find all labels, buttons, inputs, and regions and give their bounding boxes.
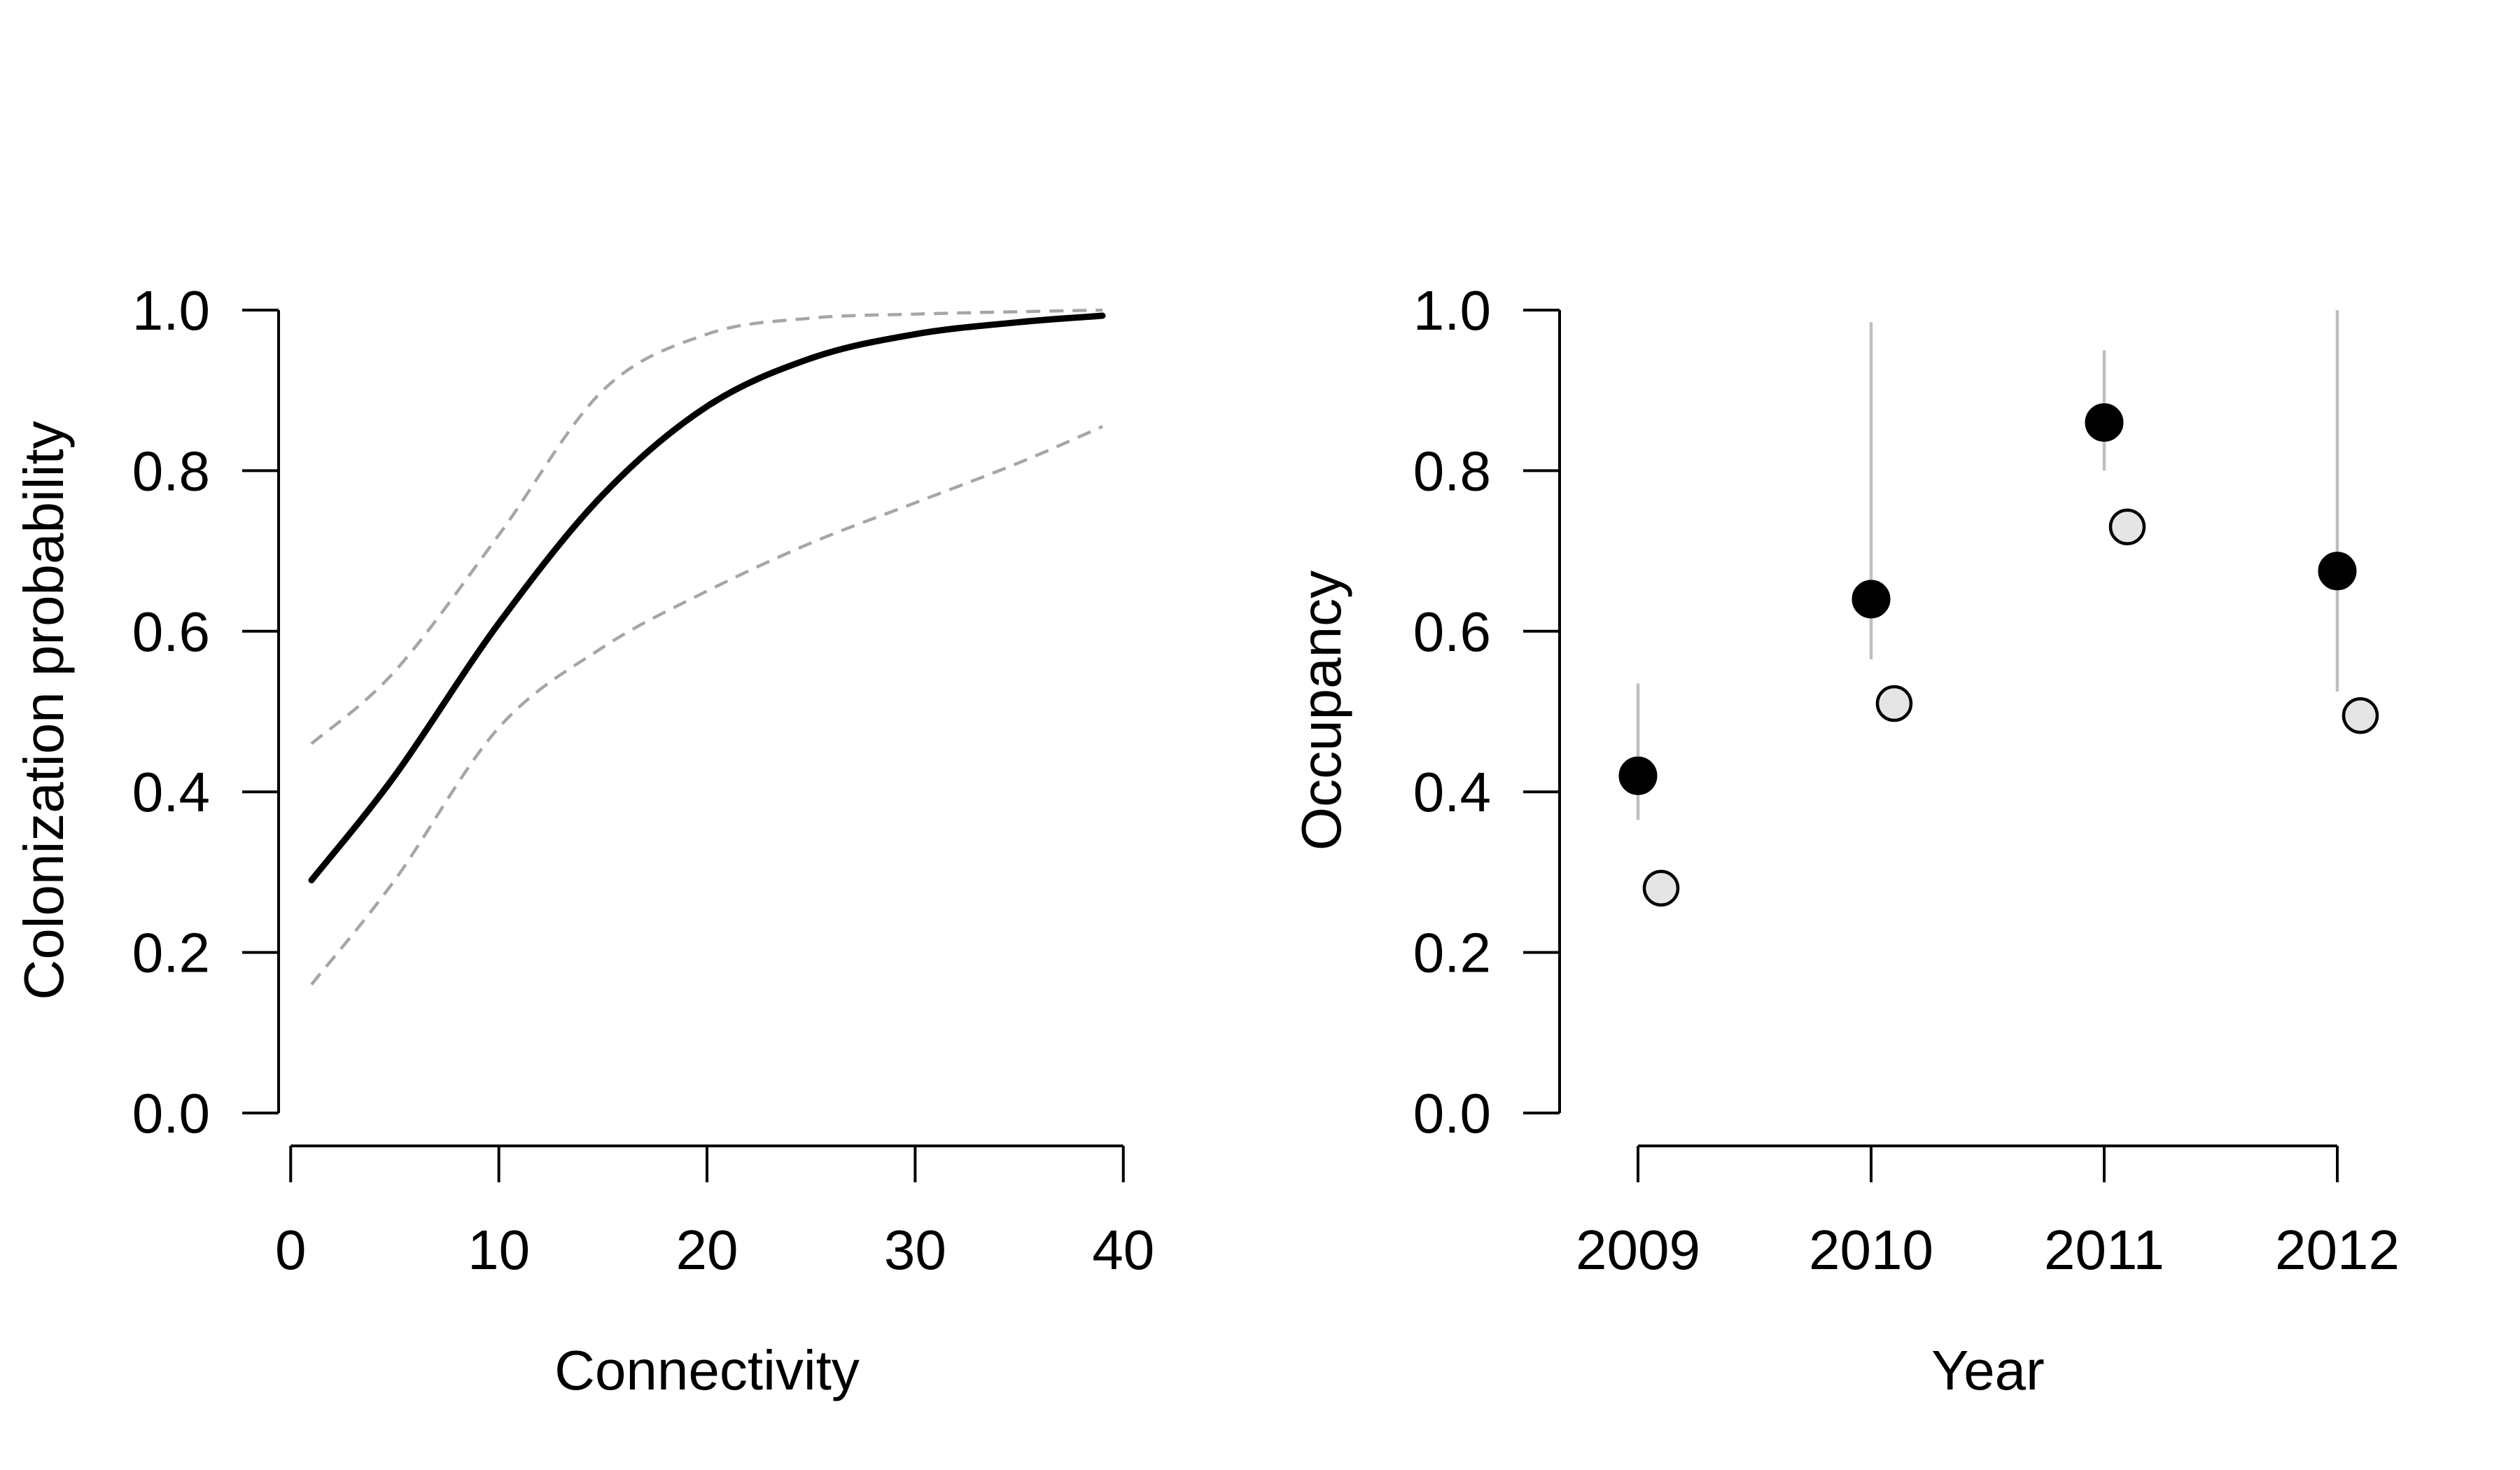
y-tick-label: 0.6 <box>132 601 210 663</box>
x-tick-label: 2012 <box>2275 1219 2400 1281</box>
naive-point-2009 <box>1642 869 1680 907</box>
naive-point-2011 <box>2108 508 2146 545</box>
y-tick-label: 0.6 <box>1413 601 1491 663</box>
y-tick-label: 0.0 <box>132 1082 210 1144</box>
curve-estimate <box>308 312 1106 883</box>
x-tick-label: 40 <box>1092 1219 1154 1281</box>
estimate-point-2011 <box>2085 403 2124 442</box>
curve-lower <box>310 425 1103 986</box>
y-tick-label: 0.4 <box>1413 761 1491 823</box>
x-tick-label: 2009 <box>1576 1219 1700 1281</box>
x-axis-label-year: Year <box>1931 1339 2045 1401</box>
y-tick-label: 0.8 <box>1413 440 1491 502</box>
curve-upper <box>310 308 1103 746</box>
naive-point-2012 <box>2342 696 2379 734</box>
y-tick-label: 0.2 <box>1413 922 1491 984</box>
estimate-point-2012 <box>2318 552 2357 591</box>
estimate-point-2009 <box>1618 756 1658 795</box>
y-tick-label: 1.0 <box>1413 279 1491 342</box>
colonization-axes: 0.0 0.2 0.4 0.6 0.8 1.0 0 10 20 30 40 <box>132 279 1154 1281</box>
naive-point-2010 <box>1875 685 1913 722</box>
occupancy-points <box>1618 310 2379 907</box>
y-tick-label: 0.2 <box>132 922 210 984</box>
x-tick-label: 20 <box>676 1219 738 1281</box>
y-tick-label: 0.8 <box>132 440 210 502</box>
x-axis-label-connectivity: Connectivity <box>554 1339 860 1401</box>
x-tick-label: 2011 <box>2044 1219 2164 1281</box>
y-axis-label-occupancy: Occupancy <box>1290 570 1352 850</box>
y-tick-label: 0.0 <box>1413 1082 1491 1144</box>
x-tick-label: 2010 <box>1809 1219 1933 1281</box>
y-tick-label: 1.0 <box>132 279 210 342</box>
colonization-panel: 0.0 0.2 0.4 0.6 0.8 1.0 0 10 20 30 40 Connectivity… <box>13 279 1154 1401</box>
estimate-point-2010 <box>1851 580 1891 619</box>
occupancy-axes: 0.0 0.2 0.4 0.6 0.8 1.0 2009 2010 2011 2012 <box>1413 279 2400 1281</box>
x-tick-label: 30 <box>884 1219 946 1281</box>
x-tick-label: 0 <box>275 1219 307 1281</box>
y-tick-label: 0.4 <box>132 761 210 823</box>
x-tick-label: 10 <box>468 1219 530 1281</box>
colonization-curves <box>308 308 1106 986</box>
y-axis-label-colonization: Colonization probability <box>13 421 75 1000</box>
